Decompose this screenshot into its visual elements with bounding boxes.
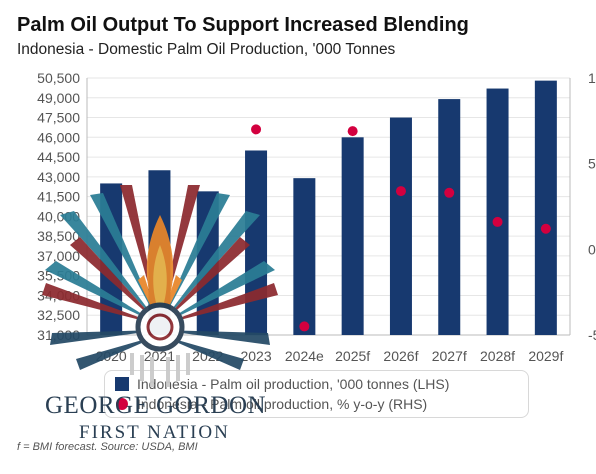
y-left-tick-label: 50,500	[37, 70, 80, 86]
data-point	[540, 223, 551, 234]
logo-text-nation: FIRST NATION	[79, 422, 230, 443]
x-tick-label: 2027f	[432, 348, 467, 364]
y-left-tick-label: 37,000	[37, 248, 80, 264]
chart-subtitle: Indonesia - Domestic Palm Oil Production…	[17, 41, 396, 58]
y-left-tick-label: 46,000	[37, 129, 80, 145]
legend-bar-swatch	[115, 377, 129, 391]
data-point	[395, 186, 406, 197]
data-point	[251, 124, 262, 135]
legend-label-production: Indonesia - Palm oil production, '000 to…	[137, 376, 450, 392]
source-note: f = BMI forecast. Source: USDA, BMI	[17, 441, 198, 453]
x-tick-label: 2026f	[383, 348, 418, 364]
logo-text-name: GEORGE GORDON	[45, 392, 267, 419]
y-left-tick-label: 41,500	[37, 189, 80, 205]
x-tick-label: 2025f	[335, 348, 370, 364]
y-right-tick-label: 0	[588, 241, 596, 257]
chart-legend: Indonesia - Palm oil production, '000 to…	[104, 370, 529, 418]
y-right-tick-label: 10	[588, 70, 596, 86]
y-left-tick-label: 43,000	[37, 169, 80, 185]
legend-item-yoy: Indonesia - Palm oil production, % y-o-y…	[115, 396, 427, 412]
y-left-tick-label: 32,500	[37, 307, 80, 323]
legend-dot-swatch	[116, 398, 128, 410]
y-left-tick-label: 38,500	[37, 228, 80, 244]
data-point	[299, 321, 310, 332]
legend-label-yoy: Indonesia - Palm oil production, % y-o-y…	[137, 396, 428, 412]
y-right-tick-label: 5	[588, 156, 596, 172]
x-tick-label: 2023	[240, 348, 271, 364]
chart-title: Palm Oil Output To Support Increased Ble…	[17, 14, 469, 36]
data-point	[492, 216, 503, 227]
bar	[534, 80, 557, 335]
x-tick-label: 2028f	[480, 348, 515, 364]
bar	[341, 137, 364, 335]
y-left-tick-label: 44,500	[37, 149, 80, 165]
legend-item-production: Indonesia - Palm oil production, '000 to…	[115, 376, 449, 392]
bar	[389, 117, 412, 336]
bar	[486, 88, 509, 336]
x-tick-label: 2024e	[285, 348, 324, 364]
x-tick-label: 2029f	[528, 348, 563, 364]
y-right-tick-label: -5	[588, 327, 596, 343]
data-point	[444, 187, 455, 198]
bar	[438, 99, 461, 335]
y-left-tick-label: 49,000	[37, 90, 80, 106]
bar	[293, 178, 316, 335]
data-point	[347, 126, 358, 137]
george-gordon-logo	[42, 185, 278, 387]
y-left-tick-label: 47,500	[37, 110, 80, 126]
